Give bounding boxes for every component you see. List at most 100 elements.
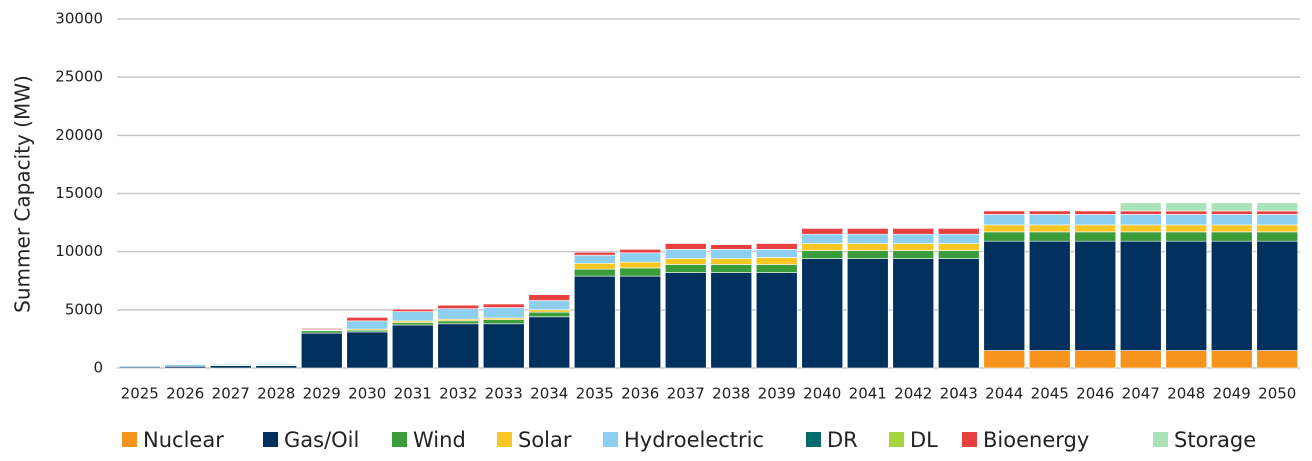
bar-segment: [1210, 240, 1253, 351]
x-tick-label: 2040: [803, 385, 841, 403]
bar-segment: [1210, 210, 1253, 215]
bar-segment: [1074, 224, 1117, 233]
legend-swatch: [806, 432, 821, 447]
legend-swatch: [1153, 432, 1168, 447]
bar-segment: [209, 365, 252, 369]
bar-segment: [1165, 202, 1208, 212]
bar-segment: [482, 303, 525, 308]
bar-segment: [846, 250, 889, 259]
y-tick-label: 10000: [55, 242, 103, 260]
bar-segment: [664, 272, 707, 369]
bar-segment: [1256, 224, 1299, 233]
bar-segment: [1074, 214, 1117, 226]
bar-segment: [892, 233, 935, 244]
bar-segment: [801, 250, 844, 259]
bar-segment: [391, 324, 434, 369]
bar-segment: [573, 254, 616, 264]
bar-segment: [846, 228, 889, 235]
bar-segment: [892, 243, 935, 251]
bar-segment: [391, 311, 434, 322]
bar-segment: [1028, 350, 1071, 369]
y-tick-label: 15000: [55, 184, 103, 202]
bar-segment: [573, 262, 616, 270]
bar-segment: [619, 275, 662, 369]
bar-segment: [1119, 240, 1162, 351]
bar-segment: [1074, 210, 1117, 215]
bar-segment: [164, 364, 207, 367]
bar-segment: [391, 308, 434, 312]
bar-segment: [300, 330, 343, 334]
bar-segment: [892, 228, 935, 235]
bar-segment: [1256, 231, 1299, 242]
x-tick-label: 2037: [667, 385, 705, 403]
x-tick-label: 2032: [439, 385, 477, 403]
bar-segment: [892, 250, 935, 259]
x-tick-label: 2025: [121, 385, 159, 403]
bar-segment: [937, 228, 980, 235]
bar-segment: [1028, 240, 1071, 351]
legend-swatch: [392, 432, 407, 447]
legend-label: Storage: [1174, 428, 1256, 452]
legend-label: Gas/Oil: [284, 428, 359, 452]
bar-segment: [619, 261, 662, 269]
bar-segment: [1074, 350, 1117, 369]
bar-segment: [1165, 231, 1208, 242]
bar-segment: [664, 264, 707, 273]
bar-segment: [1256, 350, 1299, 369]
y-tick-label: 25000: [55, 68, 103, 86]
bar-segment: [528, 309, 571, 313]
bar-segment: [755, 264, 798, 273]
x-tick-label: 2029: [303, 385, 341, 403]
bar-segment: [437, 304, 480, 309]
legend-label: DL: [910, 428, 938, 452]
bar-segment: [1119, 231, 1162, 242]
bar-segment: [1165, 350, 1208, 369]
bar-segment: [573, 275, 616, 369]
bar-segment: [983, 240, 1026, 351]
y-tick-label: 20000: [55, 126, 103, 144]
bar-segment: [710, 264, 753, 273]
bar-segment: [1210, 202, 1253, 212]
bar-segment: [528, 300, 571, 311]
bar-segment: [755, 249, 798, 258]
bar-segment: [346, 320, 389, 330]
bar-segment: [846, 258, 889, 369]
bar-segment: [1074, 240, 1117, 351]
bar-segment: [1119, 224, 1162, 233]
bar-segment: [755, 243, 798, 250]
bar-segment: [482, 307, 525, 319]
x-tick-label: 2031: [394, 385, 432, 403]
x-tick-label: 2046: [1076, 385, 1114, 403]
bar-segment: [1210, 231, 1253, 242]
bar-segment: [1165, 210, 1208, 215]
bar-segment: [1028, 210, 1071, 215]
bar-segment: [937, 243, 980, 251]
legend-label: Wind: [413, 428, 466, 452]
bar-segment: [983, 224, 1026, 233]
bar-segment: [255, 363, 298, 365]
bar-segment: [983, 231, 1026, 242]
bar-segment: [1119, 214, 1162, 226]
x-tick-label: 2044: [985, 385, 1023, 403]
bar-segment: [437, 320, 480, 325]
legend-label: Solar: [518, 428, 572, 452]
x-tick-label: 2049: [1213, 385, 1251, 403]
bar-segment: [255, 365, 298, 369]
bar-segment: [528, 311, 571, 318]
x-tick-label: 2033: [485, 385, 523, 403]
bar-segment: [1256, 210, 1299, 215]
bar-segment: [755, 272, 798, 369]
bar-segment: [710, 249, 753, 259]
legend-label: Hydroelectric: [624, 428, 764, 452]
bar-segment: [118, 364, 161, 366]
bar-segment: [801, 233, 844, 244]
x-tick-label: 2048: [1167, 385, 1205, 403]
bar-segment: [664, 249, 707, 259]
x-tick-label: 2035: [576, 385, 614, 403]
bar-segment: [664, 243, 707, 250]
bar-segment: [1256, 240, 1299, 351]
bar-segment: [1028, 231, 1071, 242]
bar-segment: [1165, 214, 1208, 226]
legend-label: Bioenergy: [983, 428, 1089, 452]
